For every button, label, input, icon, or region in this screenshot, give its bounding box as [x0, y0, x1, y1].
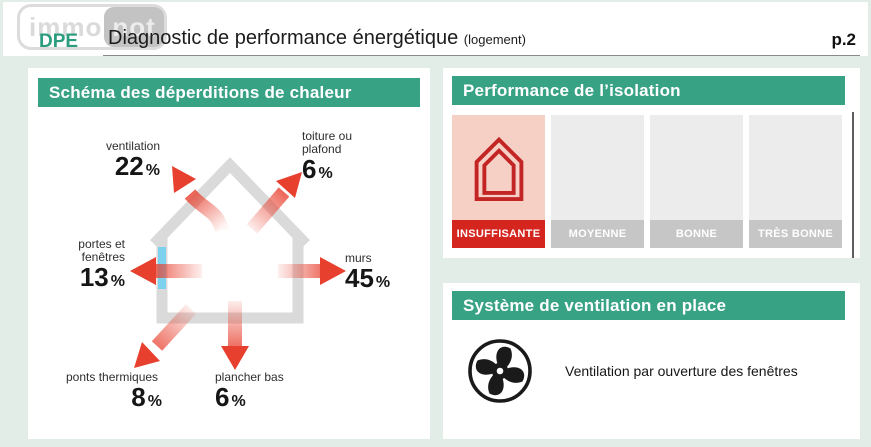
logo-not-badge: not — [104, 7, 164, 47]
immonot-logo: immo not — [17, 4, 167, 50]
heat-loss-doors-windows: portes et fenêtres 13% — [55, 237, 125, 293]
heat-loss-walls: murs 45% — [345, 251, 391, 294]
heat-loss-thermal-bridges-value: 8% — [131, 382, 162, 413]
ventilation-info-row: Ventilation par ouverture des fenêtres — [467, 338, 798, 404]
isolation-level-insuffisante-body — [452, 115, 545, 220]
heat-loss-roof: toiture ou plafond 6% — [302, 129, 366, 185]
heat-loss-ventilation-label: ventilation — [105, 139, 160, 153]
ventilation-panel: Système de ventilation en place Ventilat… — [443, 283, 860, 439]
heat-loss-thermal-bridges-label: ponts thermiques — [66, 370, 159, 384]
heat-loss-roof-label: toiture ou plafond — [302, 129, 353, 157]
walls-arrow — [278, 257, 346, 285]
heat-loss-floor: plancher bas 6% — [215, 370, 311, 413]
ventilation-arrow — [172, 166, 229, 233]
isolation-panel: Performance de l’isolation INSUFFISANTE … — [443, 68, 860, 258]
heat-loss-walls-label: murs — [345, 251, 372, 265]
logo-text-immo: immo — [29, 11, 103, 42]
isolation-level-moyenne: MOYENNE — [551, 115, 644, 248]
house-heat-loss-diagram — [130, 157, 346, 370]
roof-arrow — [246, 172, 302, 234]
heat-loss-panel: Schéma des déperditions de chaleur — [28, 68, 430, 439]
heat-loss-roof-value: 6% — [302, 154, 333, 185]
doors-windows-arrow — [130, 257, 202, 285]
isolation-levels: INSUFFISANTE MOYENNE BONNE TRÈS BONNE — [452, 115, 842, 248]
heat-loss-ventilation: ventilation 22% — [105, 139, 160, 182]
ventilation-panel-title: Système de ventilation en place — [452, 291, 845, 320]
page-number: p.2 — [831, 30, 856, 49]
ventilation-description: Ventilation par ouverture des fenêtres — [565, 363, 798, 379]
isolation-level-bonne-label: BONNE — [650, 220, 743, 248]
isolation-level-moyenne-label: MOYENNE — [551, 220, 644, 248]
page-title-suffix: (logement) — [463, 32, 526, 47]
heat-loss-ventilation-value: 22% — [114, 151, 160, 182]
red-house-icon — [474, 136, 523, 201]
isolation-level-tres-bonne-label: TRÈS BONNE — [749, 220, 842, 248]
heat-loss-doors-windows-label: portes et fenêtres — [78, 237, 125, 265]
page-title: Diagnostic de performance énergétique (l… — [108, 27, 526, 50]
isolation-level-insuffisante: INSUFFISANTE — [452, 115, 545, 248]
heat-loss-thermal-bridges: ponts thermiques 8% — [66, 370, 162, 413]
thermal-bridges-arrow — [134, 304, 197, 368]
header: immo not DPE Diagnostic de performance é… — [3, 2, 868, 56]
heat-loss-doors-windows-value: 13% — [79, 262, 125, 293]
heat-loss-floor-label: plancher bas — [215, 370, 284, 384]
heat-loss-floor-value: 6% — [215, 382, 246, 413]
isolation-panel-title: Performance de l’isolation — [452, 76, 845, 105]
logo-text-not: not — [112, 11, 156, 42]
isolation-level-insuffisante-label: INSUFFISANTE — [452, 220, 545, 248]
page-title-text: Diagnostic de performance énergétique — [108, 27, 459, 49]
isolation-level-tres-bonne: TRÈS BONNE — [749, 115, 842, 248]
isolation-panel-right-rule — [852, 112, 854, 258]
fan-icon — [468, 339, 532, 403]
floor-arrow — [221, 301, 249, 370]
heat-loss-panel-title: Schéma des déperditions de chaleur — [38, 78, 420, 107]
dpe-label: DPE — [39, 31, 79, 52]
isolation-level-bonne: BONNE — [650, 115, 743, 248]
heat-loss-walls-value: 45% — [345, 263, 391, 294]
header-divider — [103, 55, 860, 56]
